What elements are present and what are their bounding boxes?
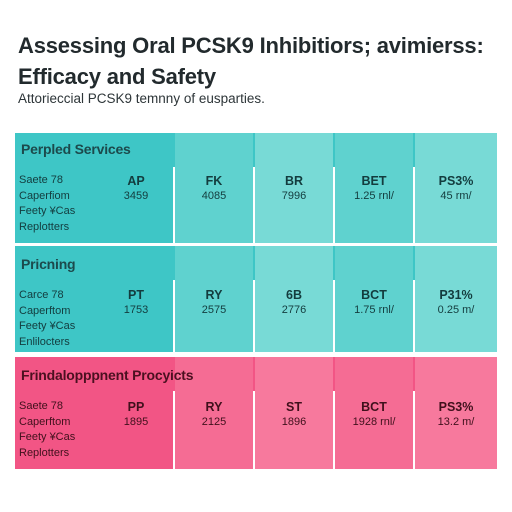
table-column: 6B 2776 [255, 288, 333, 318]
section-label-cell [15, 357, 173, 469]
column-header: AP [127, 174, 145, 188]
section-title: Pricning [21, 256, 76, 272]
table-column: ST 1896 [255, 400, 333, 430]
table-cell [175, 357, 253, 469]
table-column: PT 1753 [97, 288, 175, 318]
column-header: PS3% [438, 400, 474, 414]
row-label: Carce 78 [19, 289, 64, 301]
table-cell [175, 246, 253, 352]
table-cell [335, 133, 413, 243]
column-value: 2125 [201, 416, 227, 428]
table-column: RY 2575 [175, 288, 253, 318]
column-value: 4085 [201, 190, 227, 202]
section-title: Perpled Services [21, 141, 131, 157]
table-column: PS3% 45 rm/ [417, 174, 495, 204]
column-value: 0.25 m/ [437, 304, 475, 316]
table-cell [335, 246, 413, 352]
column-header: BCT [361, 288, 387, 302]
table-cell [335, 357, 413, 469]
column-header: PT [128, 288, 144, 302]
row-label: Saete 78 [19, 400, 64, 412]
section-label-cell [15, 246, 173, 352]
table-column: PP 1895 [97, 400, 175, 430]
column-value: 1896 [281, 416, 307, 428]
page-title: Assessing Oral PCSK9 Inhibitiors; avimie… [18, 33, 484, 89]
row-label: Caperfiom [19, 189, 70, 202]
section-pricing: Pricning Carce 78 Caperftom Feety ¥Cas E… [15, 246, 497, 352]
column-value: 2575 [201, 304, 227, 316]
column-value: 1.75 rnl/ [354, 304, 394, 316]
column-value: 1753 [123, 304, 149, 316]
row-label: Feety ¥Cas [19, 205, 76, 217]
column-header: 6B [286, 288, 302, 302]
column-header: BCT [361, 400, 387, 414]
column-value: 1.25 rnl/ [354, 190, 394, 202]
row-label: Feety ¥Cas [19, 431, 76, 443]
row-label: Feety ¥Cas [19, 320, 76, 332]
table-cell [255, 357, 333, 469]
row-label: Enlilocters [19, 335, 70, 348]
section-label-cell [15, 133, 173, 243]
table-cell [255, 246, 333, 352]
table-cell [415, 357, 497, 469]
row-label: Replotters [19, 446, 70, 459]
table-column: BET 1.25 rnl/ [335, 174, 413, 204]
row-labels: Saete 78 Caperftom Feety ¥Cas Replotters [19, 399, 75, 461]
section-development-products: Frindalopppnent Procyicts Saete 78 Caper… [15, 357, 497, 469]
column-value: 2776 [281, 304, 307, 316]
column-header: ST [286, 400, 302, 414]
row-label: Caperftom [19, 415, 71, 428]
column-header: FK [205, 174, 223, 188]
column-header: BET [361, 174, 387, 188]
section-perpled-services: Perpled Services Saete 78 Caperfiom Feet… [15, 133, 497, 243]
column-header: BR [284, 174, 304, 188]
row-label: Caperftom [19, 304, 71, 317]
table-cell [255, 133, 333, 243]
row-labels: Saete 78 Caperfiom Feety ¥Cas Replotters [19, 173, 75, 235]
column-value: 13.2 m/ [437, 416, 475, 428]
column-value: 3459 [123, 190, 149, 202]
column-header: RY [205, 288, 223, 302]
table-cell [415, 133, 497, 243]
table-cell [415, 246, 497, 352]
column-value: 1895 [123, 416, 149, 428]
page-subtitle: Attorieccial PCSK9 temnny of eusparties. [18, 91, 265, 106]
table-column: BR 7996 [255, 174, 333, 204]
row-label: Replotters [19, 220, 70, 233]
table-column: BCT 1.75 rnl/ [335, 288, 413, 318]
table-column: BCT 1928 rnl/ [335, 400, 413, 430]
table-cell [175, 133, 253, 243]
table-column: FK 4085 [175, 174, 253, 204]
table-column: AP 3459 [97, 174, 175, 204]
table-column: PS3% 13.2 m/ [417, 400, 495, 430]
section-title: Frindalopppnent Procyicts [21, 367, 194, 383]
column-header: P31% [439, 288, 473, 302]
table-column: RY 2125 [175, 400, 253, 430]
column-header: RY [205, 400, 223, 414]
column-value: 7996 [281, 190, 307, 202]
column-header: PS3% [438, 174, 474, 188]
column-value: 1928 rnl/ [352, 416, 396, 428]
column-value: 45 rm/ [440, 190, 472, 202]
table-column: P31% 0.25 m/ [417, 288, 495, 318]
row-label: Saete 78 [19, 174, 64, 186]
column-header: PP [127, 400, 145, 414]
row-labels: Carce 78 Caperftom Feety ¥Cas Enlilocter… [19, 288, 75, 350]
